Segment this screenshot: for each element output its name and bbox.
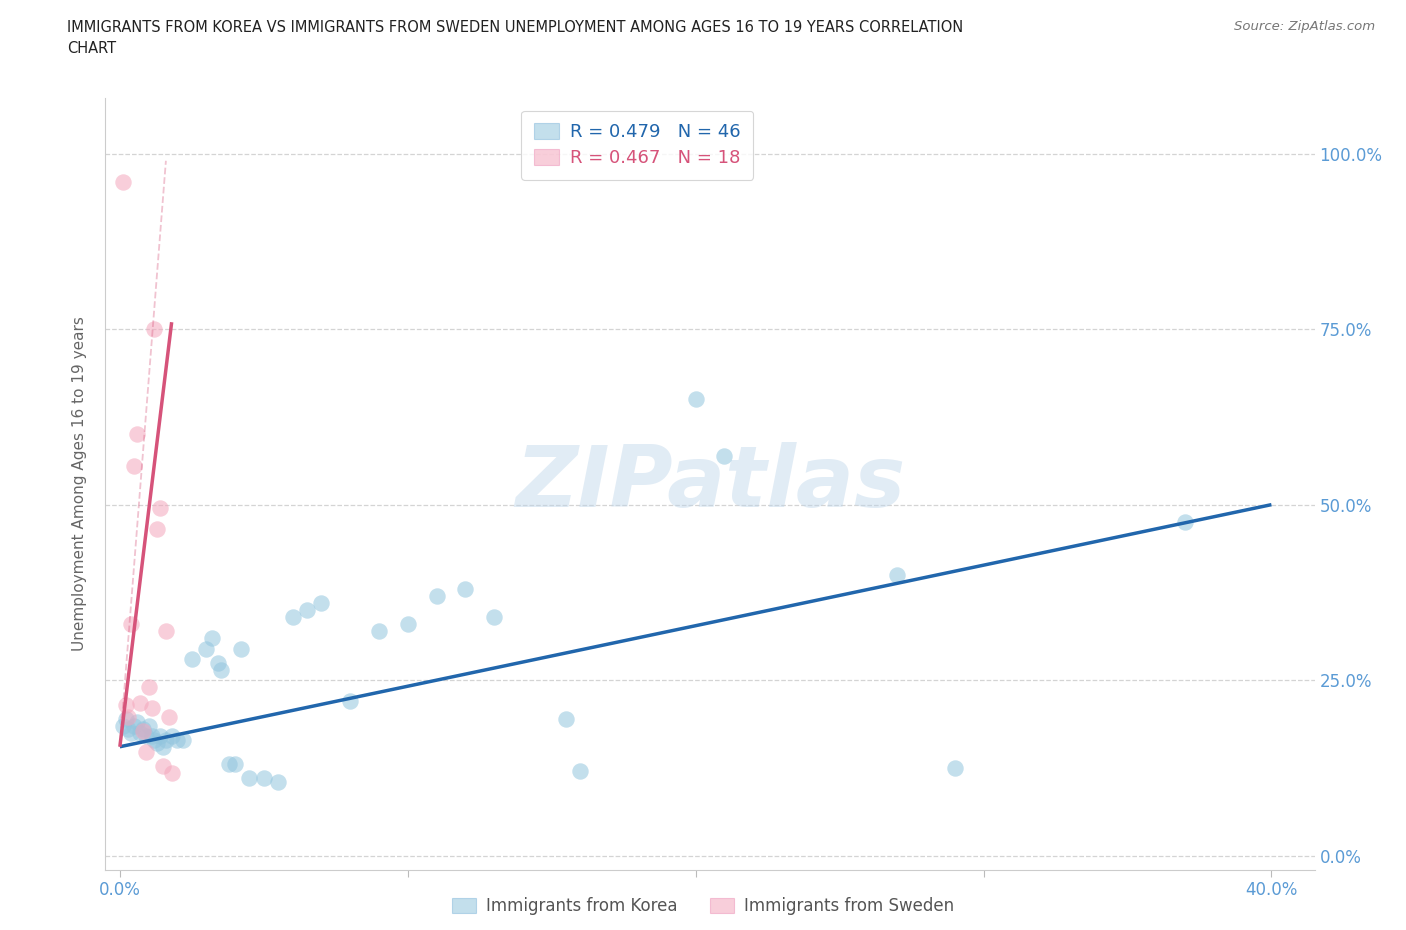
Legend: Immigrants from Korea, Immigrants from Sweden: Immigrants from Korea, Immigrants from S… (446, 890, 960, 922)
Point (127, 427, 149, 442)
Point (129, 725, 152, 740)
Point (135, 729, 157, 744)
Text: Source: ZipAtlas.com: Source: ZipAtlas.com (1234, 20, 1375, 33)
Point (120, 617, 142, 631)
Point (146, 522, 169, 537)
Point (281, 609, 304, 624)
Point (135, 744, 157, 759)
Point (132, 724, 155, 738)
Y-axis label: Unemployment Among Ages 16 to 19 years: Unemployment Among Ages 16 to 19 years (72, 316, 87, 651)
Text: IMMIGRANTS FROM KOREA VS IMMIGRANTS FROM SWEDEN UNEMPLOYMENT AMONG AGES 16 TO 19: IMMIGRANTS FROM KOREA VS IMMIGRANTS FROM… (67, 20, 963, 35)
Point (143, 732, 166, 747)
Point (155, 732, 177, 747)
Point (114, 698, 136, 712)
Point (149, 500, 172, 515)
Point (141, 700, 163, 715)
Point (146, 736, 169, 751)
Point (127, 715, 149, 730)
Point (295, 603, 318, 618)
Legend: R = 0.479   N = 46, R = 0.467   N = 18: R = 0.479 N = 46, R = 0.467 N = 18 (522, 111, 754, 179)
Point (122, 458, 145, 473)
Point (117, 722, 139, 737)
Point (111, 718, 134, 733)
Point (157, 710, 180, 724)
Point (339, 694, 361, 709)
Point (111, 175, 134, 190)
Point (117, 710, 139, 724)
Point (132, 722, 155, 737)
Point (713, 448, 735, 463)
Point (141, 729, 163, 744)
Point (425, 589, 447, 604)
Point (152, 739, 174, 754)
Point (143, 322, 166, 337)
Point (1174, 515, 1197, 530)
Point (152, 758, 174, 773)
Point (149, 729, 172, 744)
Point (569, 764, 592, 778)
Point (253, 771, 276, 786)
Point (120, 725, 142, 740)
Point (229, 641, 252, 656)
Point (685, 392, 707, 406)
Point (172, 732, 194, 747)
Point (454, 581, 477, 596)
Point (943, 761, 966, 776)
Point (201, 631, 224, 645)
Point (195, 641, 218, 656)
Point (267, 775, 290, 790)
Text: CHART: CHART (67, 41, 117, 56)
Point (238, 771, 260, 786)
Point (138, 680, 160, 695)
Point (209, 662, 232, 677)
Point (886, 567, 908, 582)
Point (555, 711, 578, 726)
Point (482, 609, 505, 624)
Point (180, 652, 202, 667)
Point (396, 617, 419, 631)
Point (122, 718, 145, 733)
Point (129, 695, 152, 710)
Point (166, 732, 188, 747)
Point (311, 595, 333, 610)
Point (224, 757, 246, 772)
Point (155, 623, 177, 638)
Point (138, 718, 160, 733)
Point (160, 729, 183, 744)
Point (368, 623, 391, 638)
Point (218, 757, 240, 772)
Text: ZIPatlas: ZIPatlas (515, 442, 905, 525)
Point (160, 765, 183, 780)
Point (114, 711, 136, 726)
Point (207, 655, 229, 670)
